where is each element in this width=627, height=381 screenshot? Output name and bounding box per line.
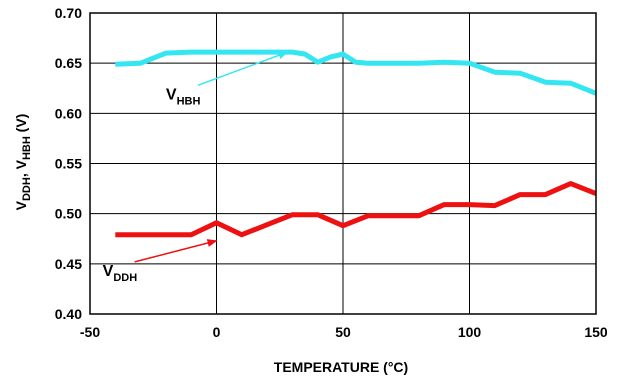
y-tick-label: 0.40	[55, 306, 82, 322]
x-tick-label: 100	[458, 324, 482, 340]
annotation-label-vhbh: VHBH	[166, 86, 201, 107]
y-tick-label: 0.50	[55, 206, 82, 222]
annotation-main: V	[103, 263, 114, 280]
annotation-arrow-vddh	[134, 239, 218, 263]
y-tick-label: 0.60	[55, 105, 82, 121]
annotation-sub: DDH	[113, 272, 137, 284]
x-tick-label: 150	[584, 324, 608, 340]
series-line-vddh	[115, 181, 597, 238]
y-tick-label: 0.70	[55, 5, 82, 21]
grid	[89, 12, 597, 315]
x-tick-label: -50	[80, 324, 100, 340]
annotation-sub: HBH	[177, 95, 201, 107]
y-tick-label: 0.45	[55, 256, 82, 272]
annotation-main: V	[166, 86, 177, 103]
y-axis-title: VDDH, VHBH (V)	[13, 114, 33, 211]
y-axis-title-sub2: HBH	[21, 136, 33, 160]
series-layer	[115, 49, 597, 238]
annotation-label-vddh: VDDH	[103, 263, 138, 284]
y-axis-title-unit: (V)	[13, 114, 29, 137]
y-tick-label: 0.65	[55, 55, 82, 71]
annotation-arrow-vhbh	[197, 51, 289, 86]
y-tick-labels: 0.40 0.45 0.50 0.55 0.60 0.65 0.70	[55, 5, 82, 322]
y-axis-title-sub1: DDH	[21, 177, 33, 201]
x-tick-label: 0	[213, 324, 221, 340]
series-line-vhbh	[115, 49, 597, 96]
plot-frame	[89, 12, 597, 315]
x-tick-labels: -50 0 50 100 150	[80, 324, 608, 340]
y-axis-title-sep: , V	[13, 159, 29, 177]
y-axis-title-main1: V	[13, 200, 29, 210]
y-tick-label: 0.55	[55, 156, 82, 172]
x-tick-label: 50	[335, 324, 351, 340]
x-axis-title: TEMPERATURE (°C)	[274, 359, 408, 375]
